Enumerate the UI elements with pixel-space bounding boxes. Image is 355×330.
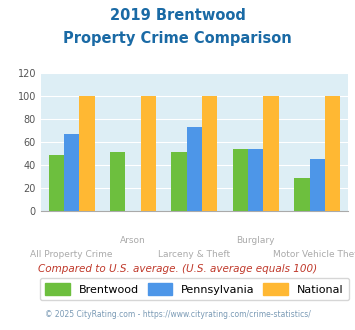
Bar (49, 154, 64, 211)
Text: Burglary: Burglary (236, 236, 275, 245)
Bar (202, 96, 217, 211)
Text: Arson: Arson (120, 236, 146, 245)
Bar (294, 178, 310, 211)
Text: Motor Vehicle Theft: Motor Vehicle Theft (273, 250, 355, 259)
Text: 2019 Brentwood: 2019 Brentwood (110, 8, 245, 23)
Bar (187, 127, 202, 211)
Bar (248, 149, 263, 211)
Legend: Brentwood, Pennsylvania, National: Brentwood, Pennsylvania, National (40, 278, 349, 300)
Bar (233, 149, 248, 211)
Bar (310, 159, 325, 211)
Text: Property Crime Comparison: Property Crime Comparison (63, 31, 292, 46)
Text: Larceny & Theft: Larceny & Theft (158, 250, 230, 259)
Text: All Property Crime: All Property Crime (30, 250, 113, 259)
Bar (110, 152, 125, 211)
Bar (325, 96, 340, 211)
Bar (64, 134, 79, 211)
Bar (79, 96, 94, 211)
Text: © 2025 CityRating.com - https://www.cityrating.com/crime-statistics/: © 2025 CityRating.com - https://www.city… (45, 310, 310, 319)
Text: Compared to U.S. average. (U.S. average equals 100): Compared to U.S. average. (U.S. average … (38, 264, 317, 274)
Bar (171, 152, 187, 211)
Bar (263, 96, 279, 211)
Bar (141, 96, 156, 211)
